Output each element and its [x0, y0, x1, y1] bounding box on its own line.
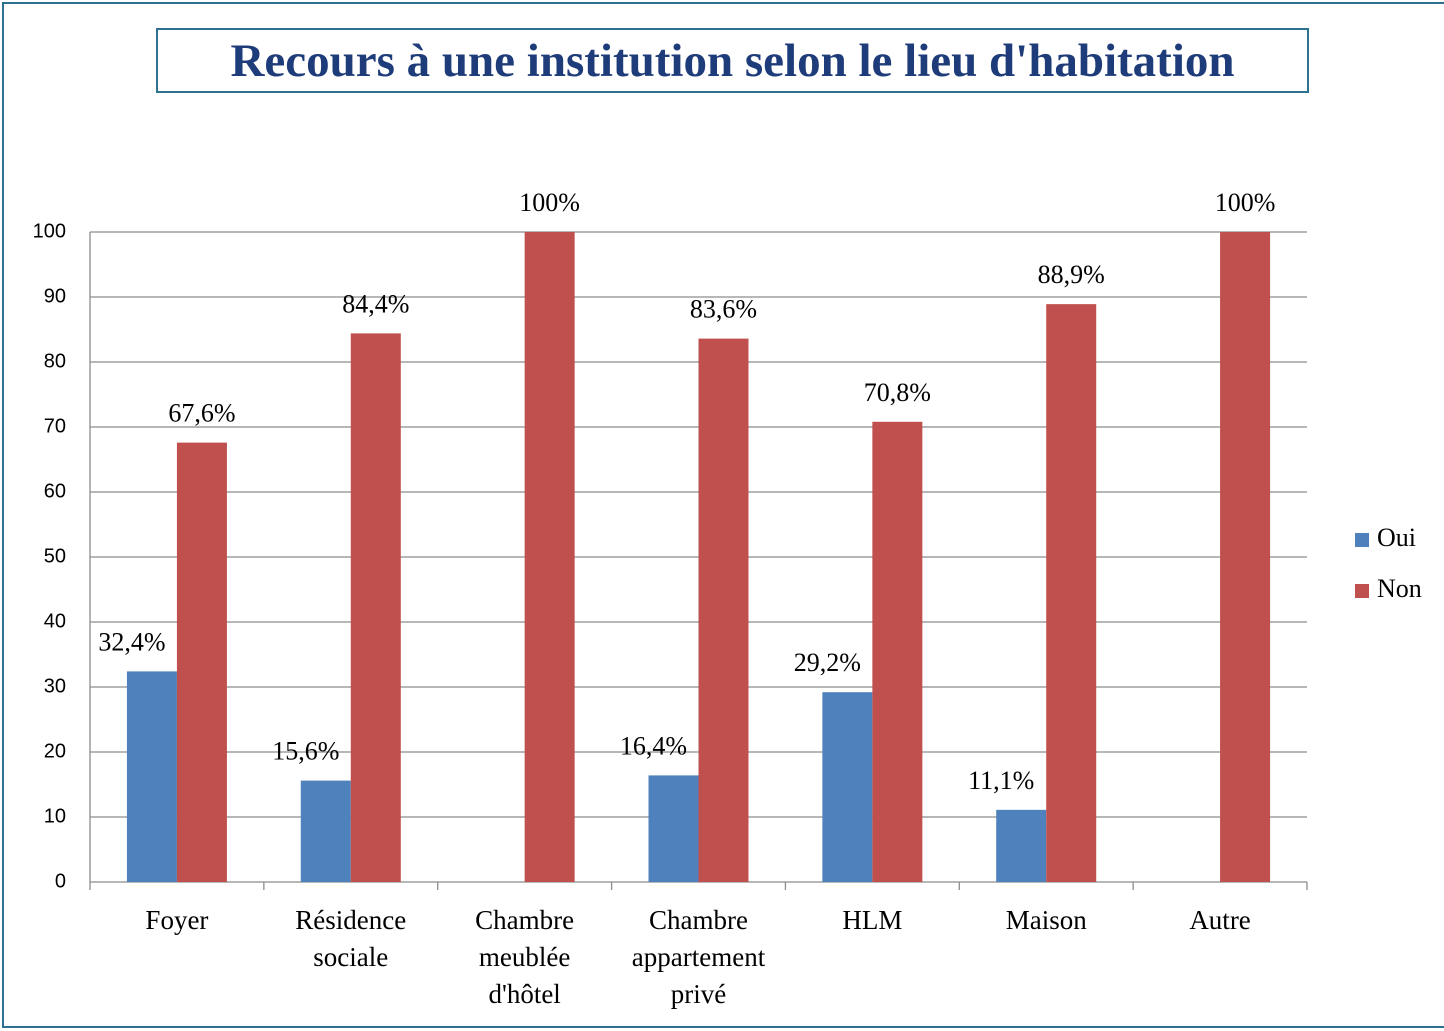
y-tick-label: 20: [44, 740, 66, 762]
bar: [1220, 232, 1271, 882]
data-label: 88,9%: [1038, 260, 1105, 289]
y-tick-label: 90: [44, 285, 66, 307]
y-tick-label: 10: [44, 805, 66, 827]
y-tick-label: 80: [44, 350, 66, 372]
data-label: 70,8%: [864, 378, 931, 407]
y-tick-label: 50: [44, 545, 66, 567]
data-label: 84,4%: [342, 289, 409, 318]
y-tick-label: 70: [44, 415, 66, 437]
x-tick-label: Chambre meublée d'hôtel: [475, 905, 575, 1009]
x-tick-label: Chambre appartement privé: [631, 905, 766, 1009]
y-tick-label: 0: [55, 870, 66, 892]
data-label: 15,6%: [272, 737, 339, 766]
data-label: 100%: [519, 188, 580, 217]
y-tick-label: 30: [44, 675, 66, 697]
bar: [350, 333, 401, 882]
y-tick-label: 40: [44, 610, 66, 632]
bar: [872, 421, 923, 882]
y-tick-label: 60: [44, 480, 66, 502]
legend-swatch: [1355, 584, 1369, 598]
data-label: 29,2%: [794, 648, 861, 677]
bar: [524, 232, 575, 882]
x-tick-label: Autre: [1189, 905, 1251, 935]
bar: [176, 442, 227, 882]
data-label: 67,6%: [168, 399, 235, 428]
bar: [698, 338, 749, 883]
x-tick-label: Maison: [1005, 905, 1087, 935]
x-tick-label: Résidence sociale: [295, 905, 407, 972]
y-tick-label: 100: [33, 220, 66, 242]
data-label: 32,4%: [98, 627, 165, 656]
data-label: 11,1%: [968, 766, 1034, 795]
x-tick-label: Foyer: [145, 905, 209, 935]
data-label: 100%: [1215, 188, 1276, 217]
data-label: 83,6%: [690, 295, 757, 324]
x-tick-label: HLM: [842, 905, 903, 935]
bar: [996, 809, 1047, 882]
legend-label: Oui: [1377, 523, 1416, 552]
chart-title: Recours à une institution selon le lieu …: [156, 28, 1309, 93]
legend-label: Non: [1377, 574, 1422, 603]
bar: [126, 671, 177, 882]
data-label: 16,4%: [620, 731, 687, 760]
bar: [1046, 304, 1097, 882]
bar: [300, 780, 351, 882]
bar: [822, 692, 873, 882]
legend-swatch: [1355, 533, 1369, 547]
bar: [648, 775, 699, 882]
